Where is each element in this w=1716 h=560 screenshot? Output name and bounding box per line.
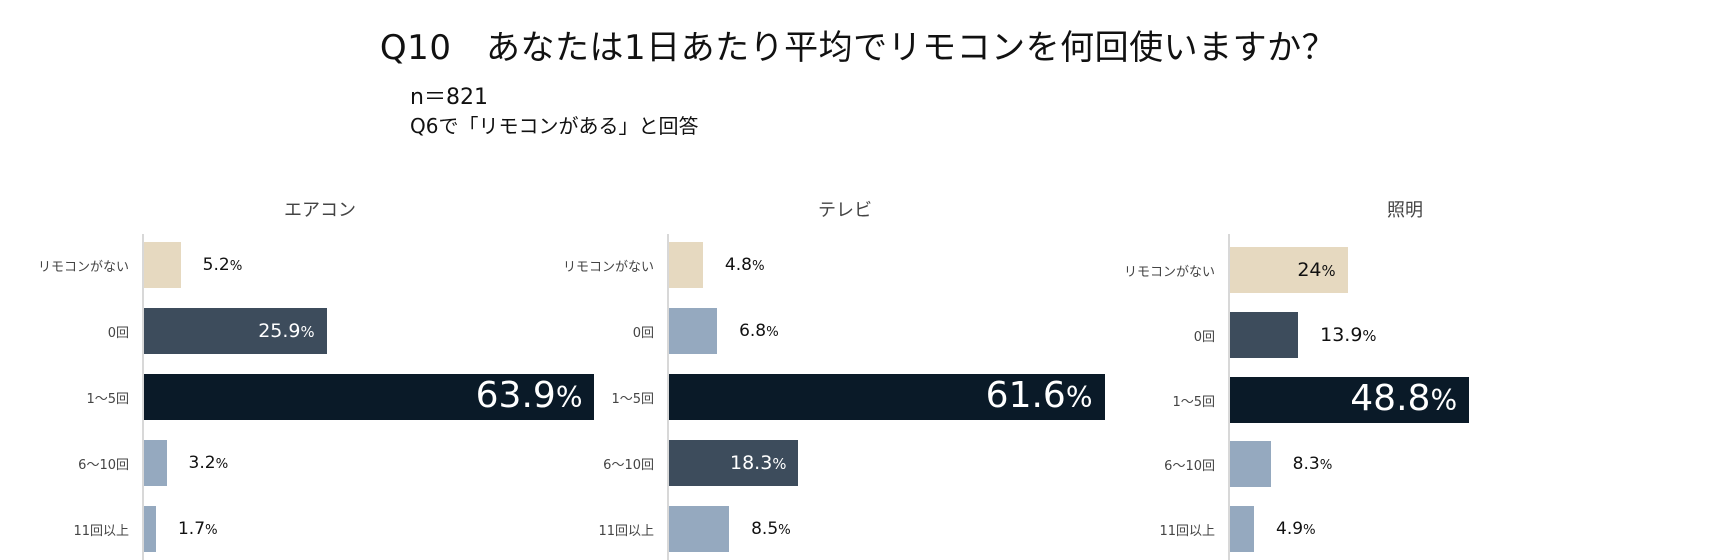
value-number: 18.3 <box>730 451 773 474</box>
value-number: 48.8 <box>1350 378 1431 420</box>
value-label: 48.8% <box>1350 378 1457 419</box>
value-number: 61.6 <box>985 375 1066 417</box>
bar <box>144 308 327 354</box>
category-label: 11回以上 <box>1159 524 1215 539</box>
category-label: 1～5回 <box>611 392 654 407</box>
category-label: 0回 <box>632 326 654 341</box>
value-label: 3.2% <box>189 453 229 473</box>
value-label: 8.5% <box>751 519 791 539</box>
bar <box>144 440 167 486</box>
value-unit: % <box>229 258 243 274</box>
bar <box>144 242 181 288</box>
value-number: 8.3 <box>1292 453 1320 474</box>
bar <box>669 242 703 288</box>
value-number: 6.8 <box>739 320 767 341</box>
value-label: 61.6% <box>986 375 1093 416</box>
category-label: 6～10回 <box>1164 459 1215 474</box>
value-number: 5.2 <box>202 254 230 275</box>
bar <box>1230 441 1271 487</box>
category-axis <box>667 234 669 560</box>
category-label: 6～10回 <box>78 458 129 473</box>
bar <box>144 374 595 420</box>
value-number: 24 <box>1297 258 1322 281</box>
sample-size: n＝821 <box>410 85 488 110</box>
bar <box>1230 312 1299 358</box>
category-label: 6～10回 <box>603 458 654 473</box>
value-unit: % <box>1319 457 1333 473</box>
panel-title: エアコン <box>284 200 356 221</box>
chart-title: Q10 あなたは1日あたり平均でリモコンを何回使いますか？ <box>379 28 1337 68</box>
bar <box>144 506 156 552</box>
value-unit: % <box>1430 384 1458 418</box>
value-label: 24% <box>1297 259 1335 281</box>
panel-title: 照明 <box>1387 200 1423 221</box>
category-axis <box>1228 234 1230 560</box>
bar <box>1230 377 1470 423</box>
condition-note: Q6で「リモコンがある」と回答 <box>410 114 699 138</box>
value-unit: % <box>555 381 583 415</box>
value-label: 6.8% <box>739 321 779 341</box>
value-label: 8.3% <box>1293 454 1333 474</box>
bar <box>1230 247 1348 293</box>
value-label: 25.9% <box>258 320 314 342</box>
chart-meta: n＝821 Q6で「リモコンがある」と回答 <box>410 84 698 140</box>
value-number: 13.9 <box>1320 323 1363 346</box>
value-number: 3.2 <box>188 452 216 473</box>
category-label: 1～5回 <box>86 392 129 407</box>
value-unit: % <box>1303 522 1316 538</box>
value-unit: % <box>778 522 791 538</box>
value-unit: % <box>1065 381 1093 415</box>
value-number: 63.9 <box>475 375 556 417</box>
value-number: 25.9 <box>258 319 301 342</box>
category-label: リモコンがない <box>562 260 654 275</box>
value-unit: % <box>205 522 218 538</box>
value-unit: % <box>1321 262 1336 280</box>
category-label: 0回 <box>107 326 129 341</box>
value-unit: % <box>772 455 787 473</box>
value-unit: % <box>215 456 229 472</box>
value-label: 1.7% <box>178 519 218 539</box>
value-number: 4.8 <box>724 254 752 275</box>
value-unit: % <box>751 258 765 274</box>
value-number: 8.5 <box>751 518 779 539</box>
bar <box>669 374 1105 420</box>
bar <box>669 308 718 354</box>
panel-title: テレビ <box>818 200 872 221</box>
value-unit: % <box>766 324 779 340</box>
value-label: 5.2% <box>203 255 243 275</box>
value-unit: % <box>300 323 315 341</box>
category-label: 0回 <box>1193 330 1215 345</box>
value-unit: % <box>1362 327 1377 345</box>
category-label: リモコンがない <box>37 260 129 275</box>
bar <box>1230 506 1254 552</box>
bar <box>669 506 730 552</box>
category-label: 1～5回 <box>1172 395 1215 410</box>
value-number: 1.7 <box>177 518 206 539</box>
value-label: 4.8% <box>725 255 765 275</box>
value-label: 13.9% <box>1320 324 1376 346</box>
value-label: 18.3% <box>730 452 786 474</box>
bar <box>669 440 799 486</box>
value-label: 4.9% <box>1276 519 1316 539</box>
category-label: リモコンがない <box>1123 265 1215 280</box>
category-label: 11回以上 <box>73 524 129 539</box>
value-label: 63.9% <box>476 375 583 416</box>
category-label: 11回以上 <box>598 524 654 539</box>
value-number: 4.9 <box>1276 518 1304 539</box>
category-axis <box>142 234 144 560</box>
